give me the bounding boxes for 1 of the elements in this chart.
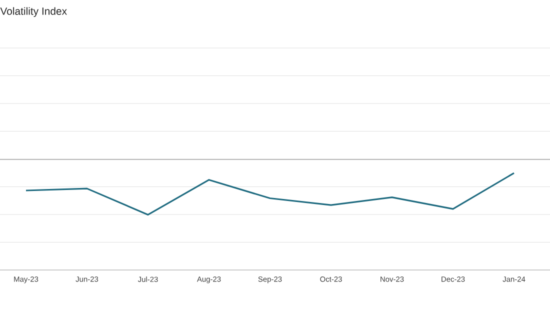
chart-title: Volatility Index (0, 7, 67, 17)
